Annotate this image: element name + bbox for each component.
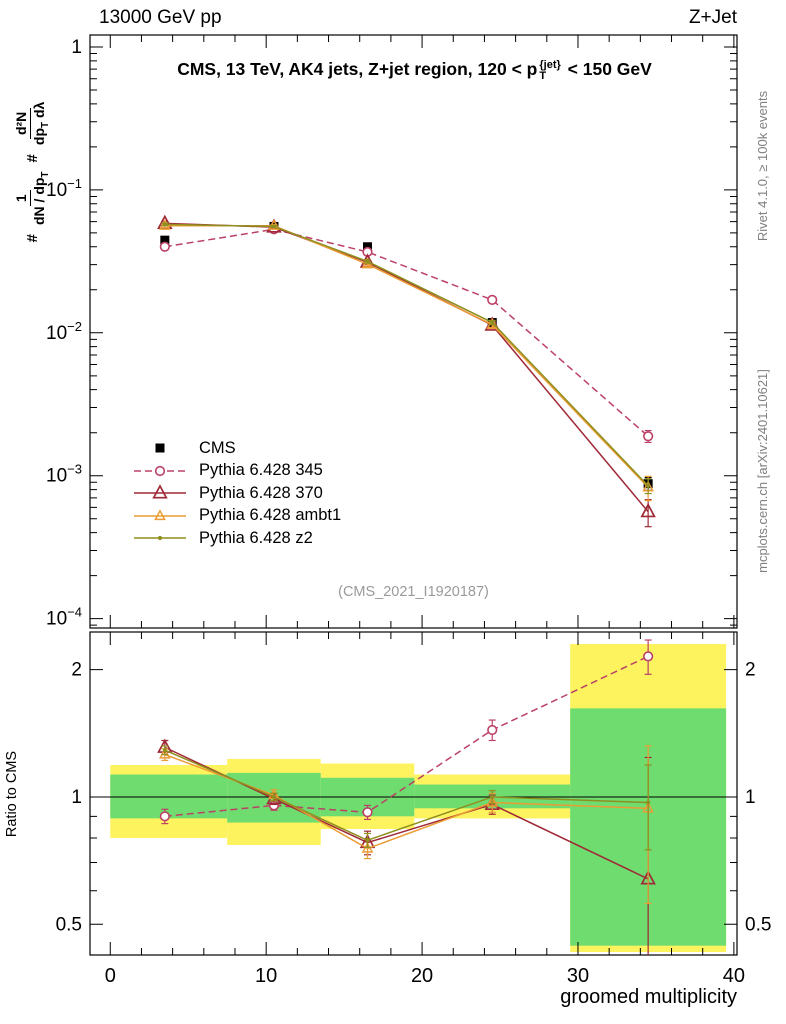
band-green bbox=[110, 774, 228, 819]
ratio-y-tick-label: 0.5 bbox=[56, 914, 82, 935]
legend-item: Pythia 6.428 ambt1 bbox=[131, 505, 341, 528]
ratio-y-tick-label-right: 1 bbox=[745, 787, 756, 808]
beam-energy-label: 13000 GeV pp bbox=[99, 7, 222, 28]
marker-triangle-open bbox=[640, 502, 656, 518]
pt-jet-subscript: T bbox=[539, 70, 547, 82]
marker-dot bbox=[365, 259, 370, 264]
x-tick-label: 20 bbox=[411, 965, 433, 987]
mcplots-note: mcplots.cern.ch [arXiv:2401.10621] bbox=[755, 369, 770, 573]
main-y-tick-label: 10−4 bbox=[46, 605, 82, 630]
marker-dot bbox=[271, 794, 277, 800]
ratio-y-tick-label: 2 bbox=[71, 660, 82, 681]
ratio-y-tick-label: 1 bbox=[71, 787, 82, 808]
marker-triangle-open-small bbox=[486, 317, 499, 329]
legend-item: Pythia 6.428 370 bbox=[131, 482, 341, 505]
marker-circle-open bbox=[643, 651, 654, 662]
series-line bbox=[164, 228, 649, 437]
marker-dot bbox=[646, 483, 651, 488]
marker-dot bbox=[157, 536, 163, 541]
marker-circle-open bbox=[487, 294, 498, 305]
ratio-y-tick-label-right: 0.5 bbox=[745, 914, 771, 935]
legend-item: CMS bbox=[131, 437, 341, 460]
analysis-watermark: (CMS_2021_I1920187) bbox=[338, 584, 489, 600]
rivet-version-note: Rivet 4.1.0, ≥ 100k events bbox=[755, 90, 770, 242]
marker-dot bbox=[490, 794, 495, 800]
legend-label: Pythia 6.428 345 bbox=[199, 461, 323, 480]
process-label: Z+Jet bbox=[688, 7, 737, 28]
main-y-tick-label: 10−3 bbox=[46, 462, 82, 487]
ylabel-hash-2: # bbox=[23, 154, 41, 163]
main-y-tick-label: 10−2 bbox=[46, 319, 82, 344]
x-axis-label: groomed multiplicity bbox=[560, 986, 737, 1008]
marker-dot bbox=[162, 222, 167, 227]
series-main-pythia-6-428-345 bbox=[159, 224, 654, 444]
main-y-axis-label: # 1 dN / dpT # d²N dpT dλ bbox=[0, 36, 64, 308]
marker-dot bbox=[646, 800, 651, 805]
x-tick-label: 10 bbox=[255, 965, 277, 987]
ylabel-fraction-1: 1 dN / dpT bbox=[12, 171, 52, 225]
main-frame bbox=[89, 34, 738, 629]
ylabel-fraction-2: d²N dpT dλ bbox=[12, 101, 52, 146]
marker-square bbox=[155, 443, 165, 453]
ylabel-frac1-numerator: 1 bbox=[12, 190, 31, 207]
marker-triangle-open-small bbox=[154, 508, 166, 520]
x-tick-label: 40 bbox=[723, 965, 745, 987]
legend-sample-pythia-6-428-ambt1 bbox=[134, 508, 186, 520]
legend-item: Pythia 6.428 345 bbox=[131, 460, 341, 483]
legend-item: Pythia 6.428 z2 bbox=[131, 527, 341, 550]
axis-ticks bbox=[90, 35, 737, 955]
ylabel-frac2-denominator: dpT dλ bbox=[30, 101, 51, 146]
series-ratio-pythia-6-428-z2 bbox=[161, 745, 652, 851]
ratio-y-axis-label: Ratio to CMS bbox=[4, 750, 20, 838]
plot-title: CMS, 13 TeV, AK4 jets, Z+jet region, 120… bbox=[92, 58, 737, 82]
marker-triangle-open-small bbox=[486, 795, 499, 807]
marker-circle-open bbox=[154, 465, 166, 476]
legend-label: Pythia 6.428 z2 bbox=[199, 528, 313, 547]
ratio-y-tick-label-right: 2 bbox=[745, 660, 756, 681]
pt-jet-symbol: {jet} T bbox=[539, 60, 560, 82]
marker-square bbox=[363, 242, 373, 252]
legend: CMS Pythia 6.428 345 Pythia 6.428 370 Pythi… bbox=[131, 437, 341, 550]
marker-triangle-open bbox=[152, 484, 168, 499]
marker-circle-open bbox=[362, 807, 373, 818]
legend-label: Pythia 6.428 370 bbox=[199, 483, 323, 502]
legend-sample-pythia-6-428-345 bbox=[134, 465, 186, 476]
legend-sample-pythia-6-428-z2 bbox=[134, 536, 186, 541]
x-tick-label: 30 bbox=[567, 965, 589, 987]
ylabel-hash-1: # bbox=[23, 234, 41, 243]
series-main-pythia-6-428-z2 bbox=[161, 222, 652, 495]
plot-title-text-end: < 150 GeV bbox=[562, 58, 652, 79]
legend-sample-cms bbox=[155, 443, 165, 453]
marker-circle-open bbox=[159, 811, 170, 822]
marker-circle-open bbox=[487, 724, 498, 736]
marker-dot bbox=[271, 224, 277, 229]
legend-sample-pythia-6-428-370 bbox=[134, 484, 186, 499]
marker-dot bbox=[162, 748, 167, 753]
legend-label: Pythia 6.428 ambt1 bbox=[199, 506, 342, 525]
ratio-frame bbox=[89, 631, 738, 956]
x-tick-label: 0 bbox=[105, 965, 116, 987]
marker-circle-open bbox=[643, 431, 654, 442]
ratio-uncertainty-bands bbox=[90, 643, 737, 952]
marker-dot bbox=[365, 838, 370, 843]
ylabel-frac2-numerator: d²N bbox=[12, 107, 31, 140]
marker-circle-open bbox=[159, 241, 170, 252]
pt-jet-superscript: {jet} bbox=[539, 59, 561, 71]
ylabel-frac1-denominator: dN / dpT bbox=[30, 171, 51, 225]
marker-triangle-open-small bbox=[158, 747, 171, 759]
main-y-tick-label: 1 bbox=[71, 37, 82, 58]
marker-square bbox=[160, 235, 170, 245]
plot-title-text: CMS, 13 TeV, AK4 jets, Z+jet region, 120… bbox=[177, 58, 538, 79]
legend-label: CMS bbox=[199, 438, 236, 457]
marker-dot bbox=[490, 320, 495, 325]
